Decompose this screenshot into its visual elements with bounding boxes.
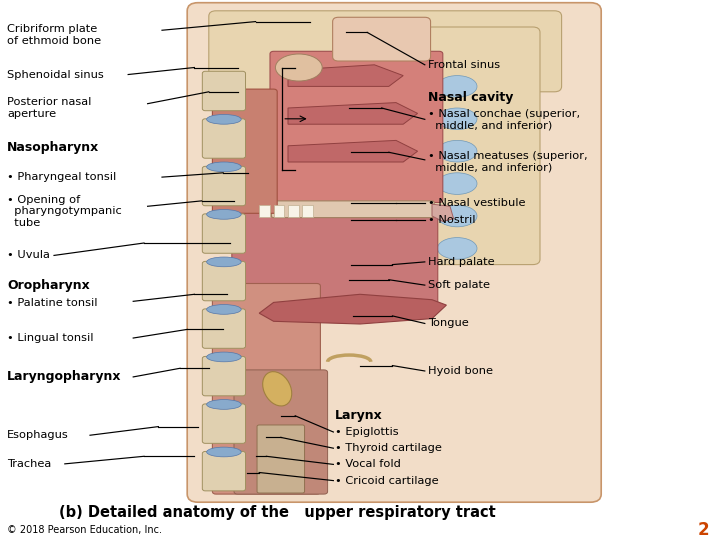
Text: Larynx: Larynx — [335, 409, 382, 422]
FancyBboxPatch shape — [257, 425, 305, 493]
Ellipse shape — [207, 305, 241, 314]
Text: Frontal sinus: Frontal sinus — [428, 60, 500, 70]
FancyBboxPatch shape — [202, 309, 246, 348]
FancyBboxPatch shape — [234, 370, 328, 494]
Text: Nasal cavity: Nasal cavity — [428, 91, 514, 104]
Bar — [274, 205, 284, 217]
FancyBboxPatch shape — [202, 119, 246, 158]
Text: • Nasal conchae (superior,
  middle, and inferior): • Nasal conchae (superior, middle, and i… — [428, 109, 580, 130]
FancyBboxPatch shape — [202, 166, 246, 206]
Bar — [259, 205, 270, 217]
Ellipse shape — [263, 372, 292, 406]
Text: 2: 2 — [698, 521, 709, 539]
Ellipse shape — [207, 447, 241, 457]
Bar — [288, 205, 299, 217]
Text: • Cricoid cartilage: • Cricoid cartilage — [335, 476, 438, 485]
FancyBboxPatch shape — [202, 404, 246, 443]
Text: (b) Detailed anatomy of the   upper respiratory tract: (b) Detailed anatomy of the upper respir… — [59, 505, 495, 521]
Ellipse shape — [207, 162, 241, 172]
Text: Sphenoidal sinus: Sphenoidal sinus — [7, 70, 104, 79]
FancyBboxPatch shape — [425, 27, 540, 265]
FancyBboxPatch shape — [212, 89, 277, 213]
Ellipse shape — [438, 205, 477, 227]
Text: Trachea: Trachea — [7, 459, 51, 469]
Ellipse shape — [207, 114, 241, 124]
Ellipse shape — [276, 54, 323, 81]
Bar — [302, 205, 313, 217]
Text: Hyoid bone: Hyoid bone — [428, 366, 493, 376]
Text: © 2018 Pearson Education, Inc.: © 2018 Pearson Education, Inc. — [7, 525, 162, 535]
Text: • Epiglottis: • Epiglottis — [335, 427, 398, 437]
FancyBboxPatch shape — [187, 3, 601, 502]
FancyBboxPatch shape — [333, 17, 431, 61]
Text: • Thyroid cartilage: • Thyroid cartilage — [335, 443, 441, 453]
Polygon shape — [432, 204, 454, 221]
FancyBboxPatch shape — [270, 51, 443, 202]
Ellipse shape — [438, 238, 477, 259]
Text: • Palatine tonsil: • Palatine tonsil — [7, 299, 98, 308]
Text: • Uvula: • Uvula — [7, 251, 50, 260]
Text: • Vocal fold: • Vocal fold — [335, 460, 400, 469]
Ellipse shape — [207, 257, 241, 267]
Text: Cribriform plate
of ethmoid bone: Cribriform plate of ethmoid bone — [7, 24, 102, 46]
Ellipse shape — [438, 108, 477, 130]
FancyBboxPatch shape — [202, 451, 246, 491]
Text: Tongue: Tongue — [428, 319, 469, 328]
Ellipse shape — [438, 76, 477, 97]
Text: Posterior nasal
aperture: Posterior nasal aperture — [7, 97, 91, 119]
Ellipse shape — [207, 210, 241, 219]
FancyBboxPatch shape — [202, 261, 246, 301]
Polygon shape — [288, 140, 418, 162]
FancyBboxPatch shape — [202, 214, 246, 253]
FancyBboxPatch shape — [202, 356, 246, 396]
FancyBboxPatch shape — [232, 212, 438, 309]
Text: Hard palate: Hard palate — [428, 257, 495, 267]
Text: • Nasal vestibule: • Nasal vestibule — [428, 198, 526, 208]
Ellipse shape — [207, 352, 241, 362]
Polygon shape — [288, 103, 418, 124]
Text: Soft palate: Soft palate — [428, 280, 490, 290]
Text: Oropharynx: Oropharynx — [7, 279, 90, 292]
Ellipse shape — [438, 140, 477, 162]
Polygon shape — [288, 65, 403, 86]
Text: Laryngopharynx: Laryngopharynx — [7, 370, 122, 383]
Ellipse shape — [438, 173, 477, 194]
Text: Nasopharynx: Nasopharynx — [7, 141, 99, 154]
FancyBboxPatch shape — [202, 71, 246, 111]
Ellipse shape — [207, 400, 241, 409]
FancyBboxPatch shape — [271, 201, 434, 218]
FancyBboxPatch shape — [209, 11, 562, 92]
Polygon shape — [259, 294, 446, 324]
Text: • Nasal meatuses (superior,
  middle, and inferior): • Nasal meatuses (superior, middle, and … — [428, 151, 588, 173]
Text: • Pharyngeal tonsil: • Pharyngeal tonsil — [7, 172, 117, 182]
Text: • Nostril: • Nostril — [428, 215, 476, 225]
Text: Esophagus: Esophagus — [7, 430, 69, 440]
Text: • Opening of
  pharyngotympanic
  tube: • Opening of pharyngotympanic tube — [7, 194, 122, 228]
Text: • Lingual tonsil: • Lingual tonsil — [7, 333, 94, 343]
FancyBboxPatch shape — [212, 284, 320, 494]
